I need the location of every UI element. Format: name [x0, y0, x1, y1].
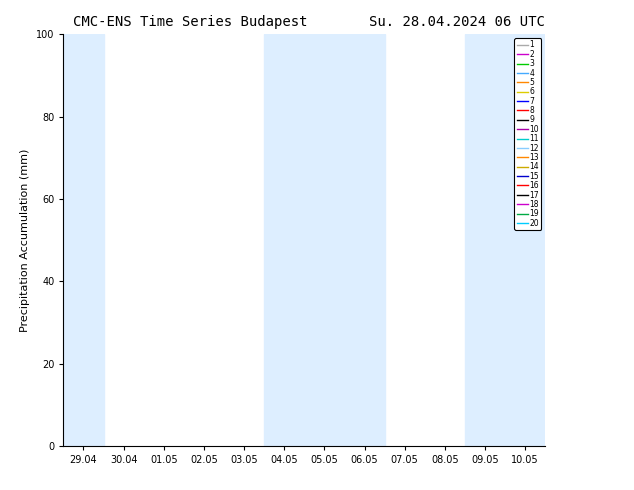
- Bar: [264, 34, 344, 446]
- Text: Su. 28.04.2024 06 UTC: Su. 28.04.2024 06 UTC: [368, 15, 545, 29]
- Bar: [344, 34, 385, 446]
- Y-axis label: Precipitation Accumulation (mm): Precipitation Accumulation (mm): [20, 148, 30, 332]
- Legend: 1, 2, 3, 4, 5, 6, 7, 8, 9, 10, 11, 12, 13, 14, 15, 16, 17, 18, 19, 20: 1, 2, 3, 4, 5, 6, 7, 8, 9, 10, 11, 12, 1…: [514, 38, 541, 230]
- Text: CMC-ENS Time Series Budapest: CMC-ENS Time Series Budapest: [73, 15, 307, 29]
- Bar: [465, 34, 545, 446]
- Bar: [63, 34, 103, 446]
